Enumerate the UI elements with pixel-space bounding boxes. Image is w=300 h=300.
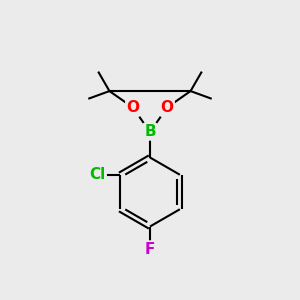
Text: Cl: Cl [89, 167, 106, 182]
Text: F: F [145, 242, 155, 256]
Text: O: O [161, 100, 174, 115]
Text: O: O [126, 100, 139, 115]
Text: B: B [144, 124, 156, 140]
